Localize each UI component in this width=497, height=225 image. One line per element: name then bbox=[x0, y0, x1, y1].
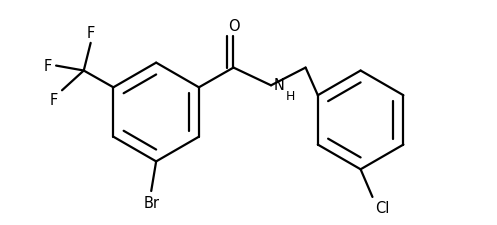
Text: H: H bbox=[285, 89, 295, 102]
Text: N: N bbox=[274, 77, 285, 92]
Text: O: O bbox=[228, 19, 239, 34]
Text: F: F bbox=[44, 59, 52, 74]
Text: F: F bbox=[86, 26, 95, 41]
Text: F: F bbox=[50, 93, 58, 108]
Text: Br: Br bbox=[143, 195, 159, 210]
Text: Cl: Cl bbox=[375, 200, 390, 215]
